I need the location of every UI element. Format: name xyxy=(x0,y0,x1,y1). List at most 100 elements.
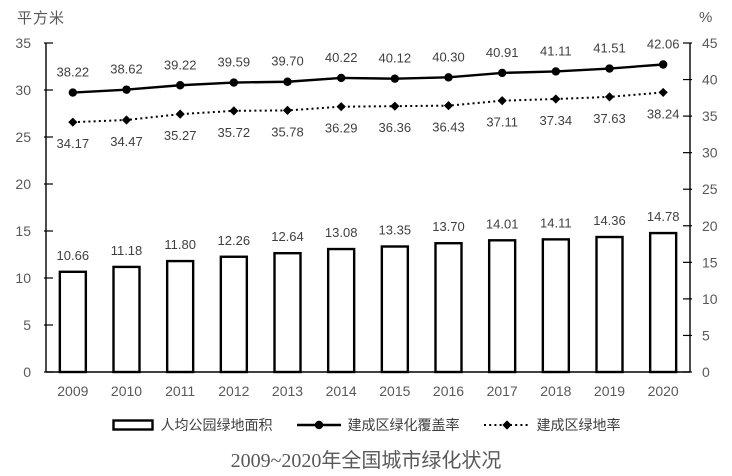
bar-data-label: 14.01 xyxy=(486,216,519,231)
solid-line-data-label: 39.59 xyxy=(218,55,251,70)
bar-data-label: 10.66 xyxy=(57,248,90,263)
left-axis-tick-label: 15 xyxy=(15,223,31,239)
bar-data-label: 13.08 xyxy=(325,225,358,240)
bar-data-label: 14.11 xyxy=(540,215,572,230)
right-axis-tick-label: 5 xyxy=(702,327,710,343)
left-axis-tick-label: 20 xyxy=(15,176,31,192)
dotted-line-data-label: 36.43 xyxy=(432,120,465,135)
bar-2014 xyxy=(326,247,356,374)
left-axis-tick-label: 30 xyxy=(15,82,31,98)
right-axis-tick-label: 25 xyxy=(702,181,718,197)
diamond-marker xyxy=(551,94,561,104)
bar-data-label: 14.78 xyxy=(647,209,680,224)
dotted-line-data-label: 36.29 xyxy=(325,121,358,136)
solid-line-data-label: 40.30 xyxy=(432,49,465,64)
right-axis-tick-label: 15 xyxy=(702,254,718,270)
bar-2013 xyxy=(273,251,302,374)
bar-data-label: 12.26 xyxy=(218,233,251,248)
chart-title: 2009~2020年全国城市绿化状况 xyxy=(230,450,502,472)
circle-marker xyxy=(229,78,239,87)
bar-2009 xyxy=(58,270,88,374)
bar-2015 xyxy=(380,245,410,374)
x-axis-label-2012: 2012 xyxy=(218,383,249,399)
bar-data-label: 14.36 xyxy=(593,213,626,228)
circle-marker xyxy=(283,77,292,86)
circle-marker xyxy=(68,88,78,97)
diamond-marker xyxy=(658,87,668,98)
legend-item-solid-line-series: 建成区绿化覆盖率 xyxy=(296,415,460,435)
x-axis-label-2019: 2019 xyxy=(594,383,625,399)
x-axis-label-2018: 2018 xyxy=(540,383,571,399)
bar-2016 xyxy=(434,242,463,374)
diamond-marker xyxy=(121,115,132,125)
plot-area: 0 5 10 15 20 25 30 35 0 5 10 15 20 25 30 35 40 45 2009 2010… xyxy=(15,35,718,399)
diamond-marker xyxy=(229,106,239,116)
circle-marker xyxy=(551,67,561,76)
right-axis-tick-label: 40 xyxy=(702,72,718,88)
x-axis-label-2020: 2020 xyxy=(648,383,679,399)
bar-data-label: 13.70 xyxy=(432,219,465,234)
bar-2011 xyxy=(165,259,195,374)
legend-item-dotted-line-series: 建成区绿地率 xyxy=(483,415,621,435)
legend-label-dotted-line-series: 建成区绿地率 xyxy=(536,417,621,433)
dotted-line-data-label: 37.11 xyxy=(486,115,518,130)
dotted-line-series xyxy=(72,91,664,124)
circle-marker xyxy=(122,85,131,94)
left-axis-tick-label: 35 xyxy=(15,35,31,51)
solid-line-data-label: 38.22 xyxy=(57,65,90,80)
right-axis-unit-label: % xyxy=(699,9,713,26)
left-axis-unit-label: 平方米 xyxy=(17,10,66,27)
dotted-line-data-label: 35.78 xyxy=(271,124,304,139)
diamond-marker xyxy=(282,105,293,116)
dotted-line-data-label: 34.47 xyxy=(110,134,143,149)
diamond-marker xyxy=(390,101,400,111)
legend-label-solid-line-series: 建成区绿化覆盖率 xyxy=(347,417,460,433)
x-axis-label-2015: 2015 xyxy=(379,383,410,399)
right-axis-tick-label: 10 xyxy=(702,291,718,307)
circle-marker xyxy=(175,81,185,90)
circle-marker xyxy=(605,64,614,73)
solid-line-swatch-icon xyxy=(296,418,341,432)
x-axis-label-2010: 2010 xyxy=(111,383,142,399)
bar-2020 xyxy=(648,231,678,374)
solid-line-series xyxy=(72,63,664,94)
bar-2019 xyxy=(595,235,624,374)
diamond-marker xyxy=(497,96,507,106)
solid-line-data-label: 41.51 xyxy=(593,41,626,56)
diamond-marker xyxy=(604,92,615,102)
left-axis-tick-label: 10 xyxy=(15,270,31,286)
circle-marker xyxy=(336,73,346,83)
x-axis-label-2014: 2014 xyxy=(326,383,357,399)
bar-data-label: 11.80 xyxy=(164,237,196,252)
bar-data-label: 13.35 xyxy=(379,223,412,238)
bar-data-label: 11.18 xyxy=(111,243,143,258)
dotted-line-data-label: 34.17 xyxy=(57,136,90,151)
x-axis-label-2011: 2011 xyxy=(165,383,195,399)
dotted-line-swatch-icon xyxy=(483,418,530,432)
diamond-marker xyxy=(68,117,78,127)
x-axis-label-2016: 2016 xyxy=(433,383,464,399)
bar-2017 xyxy=(487,239,517,374)
solid-line-data-label: 39.22 xyxy=(164,57,197,72)
dotted-line-data-label: 36.36 xyxy=(379,120,412,135)
circle-marker xyxy=(658,60,668,69)
circle-marker xyxy=(390,74,400,83)
right-axis-tick-label: 45 xyxy=(702,35,718,51)
bar-2010 xyxy=(112,265,141,374)
bar-2012 xyxy=(219,255,249,374)
right-axis-tick-label: 35 xyxy=(702,108,718,124)
dotted-line-data-label: 38.24 xyxy=(647,106,680,121)
right-axis-tick-label: 0 xyxy=(702,364,710,380)
solid-line-data-label: 42.06 xyxy=(647,36,680,51)
solid-line-data-label: 41.11 xyxy=(540,43,572,58)
solid-line-data-label: 40.12 xyxy=(379,51,412,66)
left-axis-tick-label: 0 xyxy=(23,364,31,380)
legend-item-bar-series: 人均公园绿地面积 xyxy=(111,415,273,435)
solid-line-data-label: 40.22 xyxy=(325,50,358,65)
diamond-marker xyxy=(336,102,346,112)
dotted-line-data-label: 35.27 xyxy=(164,128,197,143)
legend: 人均公园绿地面积 建成区绿化覆盖率 建成区绿地率 xyxy=(0,415,732,435)
dotted-line-data-label: 35.72 xyxy=(218,125,251,140)
diamond-marker xyxy=(443,101,454,111)
